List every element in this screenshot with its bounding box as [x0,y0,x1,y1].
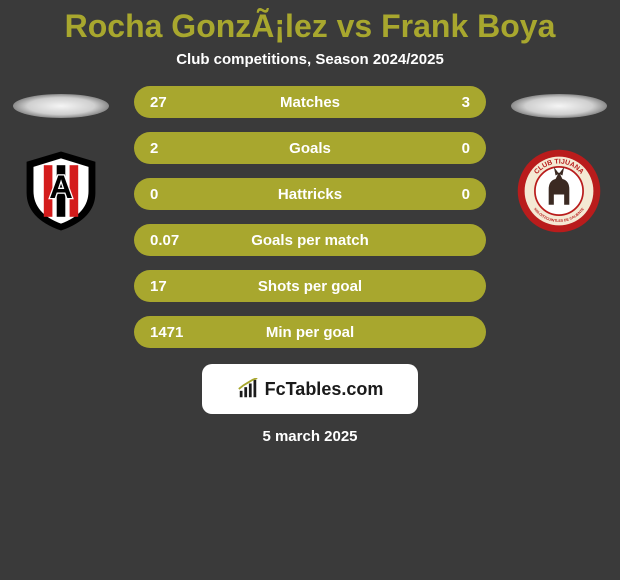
page-title: Rocha GonzÃ¡lez vs Frank Boya [65,8,556,45]
brand-logo: FcTables.com [202,364,418,414]
stat-right-value: 0 [430,186,470,203]
stat-left-value: 1471 [150,324,190,341]
comparison-row: A 27 Matches 3 2 Goals 0 0 Hattricks 0 0… [0,86,620,348]
stat-right-value: 3 [430,94,470,111]
brand-name: FcTables.com [265,379,384,400]
stat-left-value: 0.07 [150,232,190,249]
svg-text:A: A [49,168,73,205]
stat-label: Shots per goal [258,278,362,295]
footer-date: 5 march 2025 [262,428,357,445]
stat-row-matches: 27 Matches 3 [134,86,486,118]
stat-left-value: 17 [150,278,190,295]
stat-label: Goals per match [251,232,369,249]
avatar-shadow-right [509,92,609,120]
stats-column: 27 Matches 3 2 Goals 0 0 Hattricks 0 0.0… [134,86,486,348]
chart-icon [237,378,259,400]
page-subtitle: Club competitions, Season 2024/2025 [176,51,444,68]
stat-label: Min per goal [266,324,354,341]
stat-row-hattricks: 0 Hattricks 0 [134,178,486,210]
right-player-col: CLUB TIJUANA XOLOITZCUINTLES DE CALIENTE [504,86,614,234]
left-club-crest: A [18,148,104,234]
stat-label: Hattricks [278,186,342,203]
stat-right-value: 0 [430,140,470,157]
stat-left-value: 27 [150,94,190,111]
stat-row-shots-per-goal: 17 Shots per goal [134,270,486,302]
right-club-crest: CLUB TIJUANA XOLOITZCUINTLES DE CALIENTE [516,148,602,234]
stat-label: Matches [280,94,340,111]
left-player-col: A [6,86,116,234]
stat-left-value: 2 [150,140,190,157]
avatar-shadow-left [11,92,111,120]
stat-left-value: 0 [150,186,190,203]
stat-label: Goals [289,140,331,157]
stat-row-goals-per-match: 0.07 Goals per match [134,224,486,256]
stat-row-goals: 2 Goals 0 [134,132,486,164]
stat-row-min-per-goal: 1471 Min per goal [134,316,486,348]
